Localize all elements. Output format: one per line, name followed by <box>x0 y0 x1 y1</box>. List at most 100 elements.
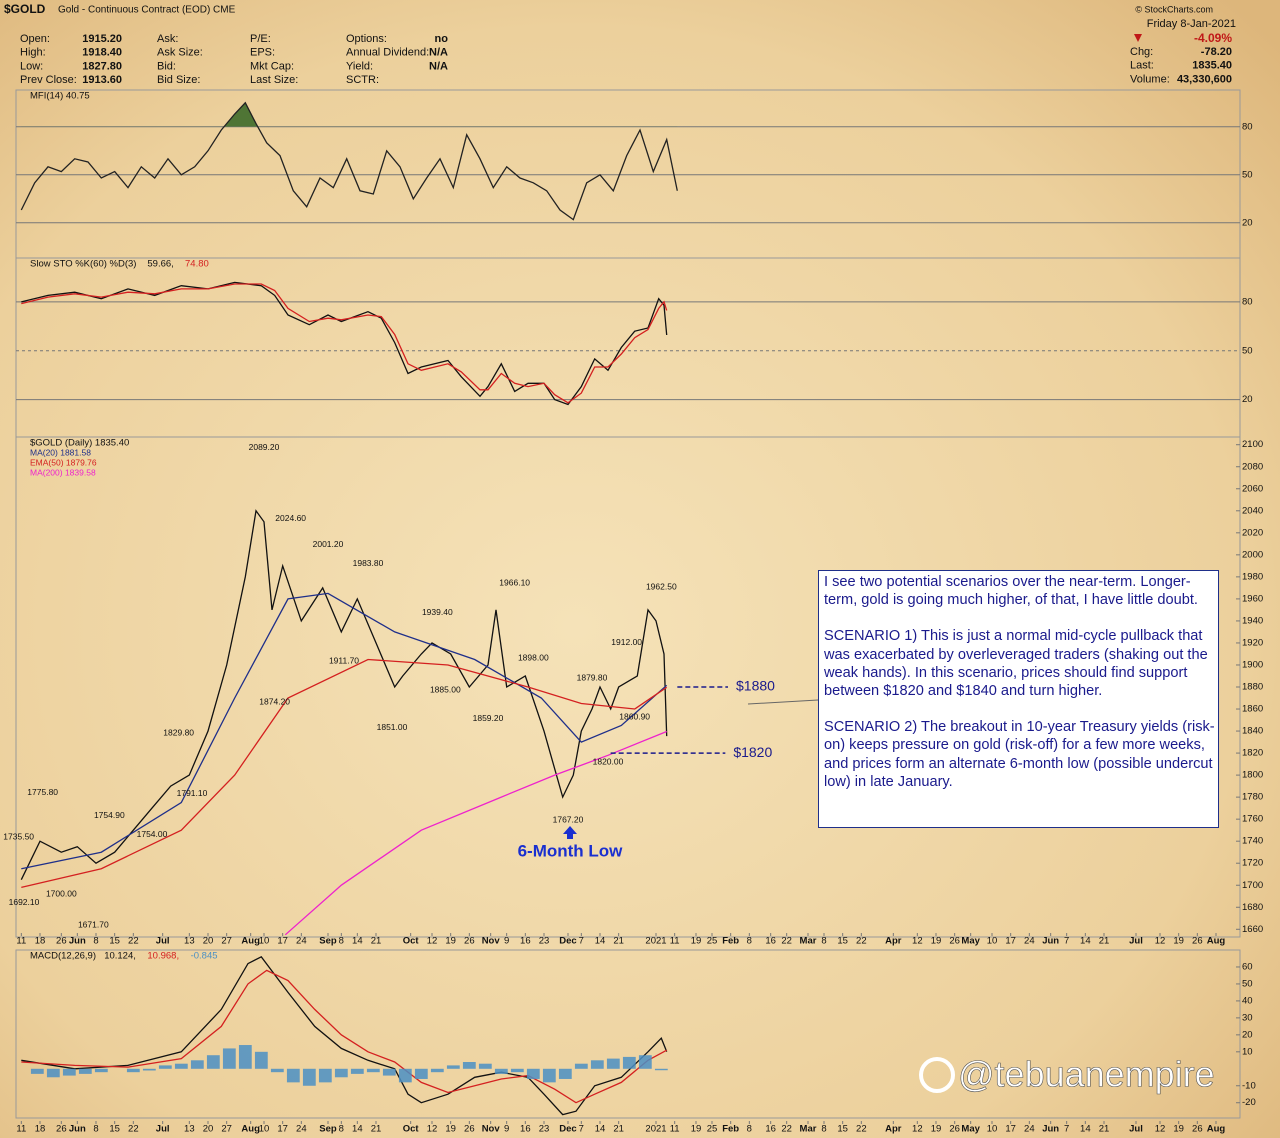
price-annotation: 2024.60 <box>275 513 306 523</box>
histogram-bar <box>542 1068 556 1083</box>
x-tick-label: 19 <box>445 936 456 947</box>
x-tick-label: 10 <box>987 936 998 947</box>
x-tick-label: 26 <box>1192 1124 1203 1135</box>
histogram-bar <box>654 1068 668 1071</box>
price-annotation: 1829.80 <box>163 728 194 738</box>
x-tick-label: 16 <box>765 936 776 947</box>
note-paragraph: I see two potential scenarios over the n… <box>824 574 1198 609</box>
x-tick-label: 11 <box>670 1124 680 1135</box>
header: $GOLD Gold - Continuous Contract (EOD) C… <box>4 2 1236 45</box>
x-tick-label: 16 <box>520 936 531 947</box>
field-label: Bid: <box>157 60 176 72</box>
field-label: Yield: <box>346 60 373 72</box>
x-tick-label: 14 <box>352 936 363 947</box>
x-tick-label: 14 <box>595 1124 606 1135</box>
x-tick-label: 14 <box>595 936 606 947</box>
histogram-bar <box>382 1068 396 1076</box>
price-annotation: 2001.20 <box>313 539 344 549</box>
x-tick-label: 14 <box>1080 936 1091 947</box>
x-tick-label: Feb <box>722 1124 739 1135</box>
field-label: Last Size: <box>250 74 298 86</box>
x-tick-label: Jul <box>156 936 170 947</box>
histogram-bar <box>62 1068 76 1076</box>
panel-title: $GOLD (Daily) 1835.40 <box>30 438 129 449</box>
field-label: Open: <box>20 33 50 45</box>
symbol: $GOLD <box>4 2 46 16</box>
x-tick-label: 10 <box>259 1124 270 1135</box>
histogram-bar <box>590 1060 604 1069</box>
histogram-bar <box>206 1055 220 1069</box>
x-tick-label: 15 <box>109 1124 120 1135</box>
y-tick-label: 30 <box>1242 1012 1253 1023</box>
y-tick-label: 50 <box>1242 345 1253 356</box>
x-tick-label: 2021 <box>645 1124 666 1135</box>
y-tick-label: 1700 <box>1242 880 1263 891</box>
x-tick-label: 17 <box>277 936 288 947</box>
price-annotation: 1735.50 <box>3 831 34 841</box>
y-tick-label: 20 <box>1242 1029 1253 1040</box>
price-annotation: 1885.00 <box>430 685 461 695</box>
level-label: $1820 <box>733 744 772 760</box>
histogram-bar <box>94 1068 108 1073</box>
legend-entry: 10.968, <box>147 951 179 962</box>
histogram-bar <box>126 1068 140 1073</box>
field-value: no <box>435 33 449 45</box>
series-line <box>20 509 668 880</box>
series-line <box>20 101 678 221</box>
y-tick-label: 2100 <box>1242 439 1263 450</box>
x-tick-label: 26 <box>949 1124 960 1135</box>
plot: 20 50 80 MFI(14) 40.75 20 50 80 Slow STO %K(60)… <box>3 89 1263 1135</box>
y-tick-label: 1720 <box>1242 858 1263 869</box>
y-tick-label: 1880 <box>1242 682 1263 693</box>
y-tick-label: 1820 <box>1242 748 1263 759</box>
histogram-bar <box>398 1068 412 1083</box>
histogram-bar <box>430 1068 444 1073</box>
y-tick-label: 80 <box>1242 121 1253 132</box>
x-tick-label: Jun <box>69 936 86 947</box>
histogram-bar <box>622 1056 636 1069</box>
histogram-bar <box>606 1058 620 1069</box>
price-annotation: 1983.80 <box>353 558 384 568</box>
y-tick-label: 1860 <box>1242 704 1263 715</box>
x-tick-label: 24 <box>1024 1124 1035 1135</box>
x-tick-label: 8 <box>747 936 752 947</box>
x-tick-label: Feb <box>722 936 739 947</box>
x-tick-label: 17 <box>277 1124 288 1135</box>
y-tick-label: 2080 <box>1242 461 1263 472</box>
x-tick-label: 22 <box>781 936 792 947</box>
price-annotation: 1820.00 <box>593 756 624 766</box>
price-annotation: 1939.40 <box>422 607 453 617</box>
price-annotation: 1879.80 <box>577 672 608 682</box>
x-tick-label: 21 <box>613 936 624 947</box>
x-tick-label: 24 <box>1024 936 1035 947</box>
change-pct: -4.09% <box>1194 31 1232 45</box>
field-value: 43,330,600 <box>1177 73 1232 85</box>
x-tick-label: Aug <box>1207 1124 1226 1135</box>
x-tick-label: Sep <box>319 936 337 947</box>
x-tick-label: 11 <box>670 936 680 947</box>
series-group <box>20 101 678 221</box>
price-annotation: 1859.20 <box>473 713 504 723</box>
price-annotation: 1791.10 <box>177 788 208 798</box>
panel-title: MFI(14) 40.75 <box>30 91 90 102</box>
y-tick-label: 1960 <box>1242 593 1263 604</box>
price-annotation: 1700.00 <box>46 888 77 898</box>
histogram-bar <box>414 1068 428 1079</box>
histogram-bar <box>446 1065 460 1069</box>
x-tick-label: 7 <box>579 1124 584 1135</box>
field-label: Ask Size: <box>157 47 203 59</box>
x-tick-label: Apr <box>885 1124 902 1135</box>
x-tick-label: Jul <box>156 1124 170 1135</box>
price-annotation: 1754.00 <box>137 829 168 839</box>
y-tick-label: 1840 <box>1242 726 1263 737</box>
x-tick-label: 19 <box>1173 1124 1184 1135</box>
header-fields: Open: 1915.20 High: 1918.40 Low: 1827.80 Prev … <box>20 33 1232 86</box>
legend-entry: EMA(50) 1879.76 <box>30 457 97 467</box>
field-value: 1835.40 <box>1192 60 1232 72</box>
x-tick-label: 10 <box>987 1124 998 1135</box>
field-label: Low: <box>20 60 43 72</box>
histogram-bar <box>334 1068 348 1078</box>
x-tick-label: Sep <box>319 1124 337 1135</box>
price-annotation: 2089.20 <box>249 442 280 452</box>
y-tick-label: 1660 <box>1242 924 1263 935</box>
